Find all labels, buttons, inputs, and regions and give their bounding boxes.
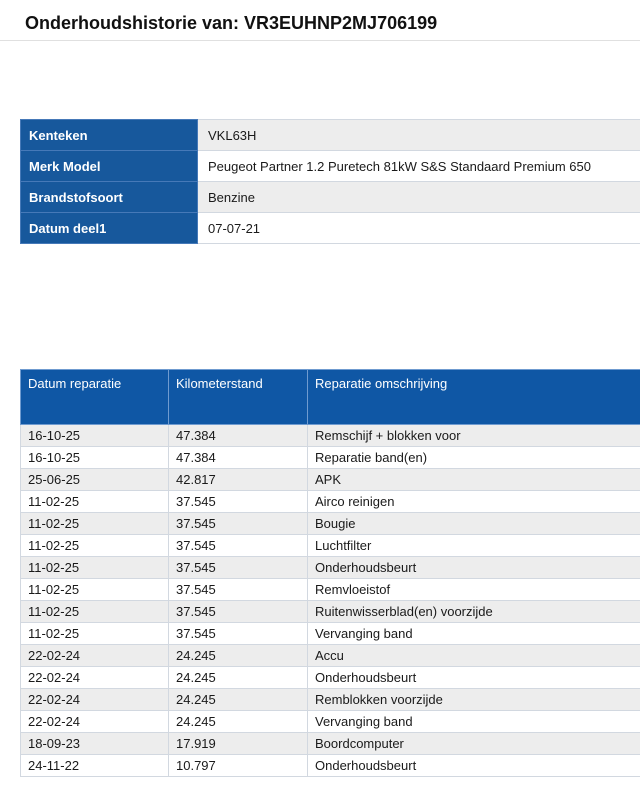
odometer-cell: 10.797 [168,754,308,777]
repair-date-cell: 22-02-24 [20,710,169,733]
repair-description-cell: Vervanging band [307,622,640,645]
vehicle-info-value: 07-07-21 [197,212,640,244]
vehicle-info-label: Brandstofsoort [20,181,198,213]
maintenance-row: 11-02-25 37.545 Airco reinigen [20,490,640,513]
odometer-cell: 24.245 [168,644,308,667]
odometer-cell: 24.245 [168,710,308,733]
column-header: Reparatie omschrijving [307,369,640,425]
repair-description-cell: Remschijf + blokken voor [307,424,640,447]
repair-date-cell: 22-02-24 [20,644,169,667]
maintenance-row: 22-02-24 24.245 Vervanging band [20,710,640,733]
repair-description-cell: Onderhoudsbeurt [307,666,640,689]
odometer-cell: 42.817 [168,468,308,491]
vehicle-info-value: Peugeot Partner 1.2 Puretech 81kW S&S St… [197,150,640,182]
repair-description-cell: Boordcomputer [307,732,640,755]
maintenance-row: 22-02-24 24.245 Onderhoudsbeurt [20,666,640,689]
odometer-cell: 37.545 [168,600,308,623]
repair-description-cell: APK [307,468,640,491]
odometer-cell: 37.545 [168,578,308,601]
repair-date-cell: 22-02-24 [20,688,169,711]
vehicle-info-label: Merk Model [20,150,198,182]
odometer-cell: 47.384 [168,446,308,469]
odometer-cell: 37.545 [168,622,308,645]
maintenance-row: 11-02-25 37.545 Vervanging band [20,622,640,645]
maintenance-row: 16-10-25 47.384 Remschijf + blokken voor [20,424,640,447]
repair-date-cell: 18-09-23 [20,732,169,755]
maintenance-row: 25-06-25 42.817 APK [20,468,640,491]
maintenance-row: 16-10-25 47.384 Reparatie band(en) [20,446,640,469]
vehicle-info-label: Datum deel1 [20,212,198,244]
vehicle-info-row: Merk Model Peugeot Partner 1.2 Puretech 8… [20,150,640,182]
maintenance-history-table: Datum reparatie Kilometerstand Reparatie o… [20,369,640,777]
repair-date-cell: 11-02-25 [20,556,169,579]
repair-description-cell: Airco reinigen [307,490,640,513]
odometer-cell: 47.384 [168,424,308,447]
vehicle-info-row: Datum deel1 07-07-21 [20,212,640,244]
repair-date-cell: 25-06-25 [20,468,169,491]
maintenance-row: 24-11-22 10.797 Onderhoudsbeurt [20,754,640,777]
repair-description-cell: Bougie [307,512,640,535]
column-header: Kilometerstand [168,369,308,425]
repair-description-cell: Accu [307,644,640,667]
vehicle-info-value: Benzine [197,181,640,213]
vehicle-info-value: VKL63H [197,119,640,151]
maintenance-row: 11-02-25 37.545 Onderhoudsbeurt [20,556,640,579]
odometer-cell: 37.545 [168,556,308,579]
odometer-cell: 17.919 [168,732,308,755]
history-header-row: Datum reparatie Kilometerstand Reparatie o… [20,369,640,425]
repair-description-cell: Ruitenwisserblad(en) voorzijde [307,600,640,623]
column-header: Datum reparatie [20,369,169,425]
repair-description-cell: Remvloeistof [307,578,640,601]
page-title: Onderhoudshistorie van: VR3EUHNP2MJ70619… [0,0,640,41]
repair-date-cell: 24-11-22 [20,754,169,777]
repair-date-cell: 16-10-25 [20,446,169,469]
repair-date-cell: 11-02-25 [20,622,169,645]
vehicle-info-row: Brandstofsoort Benzine [20,181,640,213]
repair-description-cell: Onderhoudsbeurt [307,754,640,777]
repair-date-cell: 11-02-25 [20,600,169,623]
odometer-cell: 37.545 [168,490,308,513]
repair-description-cell: Vervanging band [307,710,640,733]
repair-description-cell: Reparatie band(en) [307,446,640,469]
repair-date-cell: 16-10-25 [20,424,169,447]
repair-date-cell: 11-02-25 [20,490,169,513]
repair-description-cell: Onderhoudsbeurt [307,556,640,579]
odometer-cell: 24.245 [168,666,308,689]
maintenance-row: 11-02-25 37.545 Luchtfilter [20,534,640,557]
vehicle-info-table: Kenteken VKL63H Merk Model Peugeot Partner … [20,119,640,244]
maintenance-row: 11-02-25 37.545 Remvloeistof [20,578,640,601]
maintenance-row: 11-02-25 37.545 Bougie [20,512,640,535]
repair-description-cell: Remblokken voorzijde [307,688,640,711]
repair-date-cell: 11-02-25 [20,512,169,535]
maintenance-row: 18-09-23 17.919 Boordcomputer [20,732,640,755]
maintenance-row: 11-02-25 37.545 Ruitenwisserblad(en) voorz… [20,600,640,623]
maintenance-row: 22-02-24 24.245 Accu [20,644,640,667]
odometer-cell: 24.245 [168,688,308,711]
odometer-cell: 37.545 [168,512,308,535]
odometer-cell: 37.545 [168,534,308,557]
vehicle-info-row: Kenteken VKL63H [20,119,640,151]
vehicle-info-label: Kenteken [20,119,198,151]
maintenance-row: 22-02-24 24.245 Remblokken voorzijde [20,688,640,711]
repair-description-cell: Luchtfilter [307,534,640,557]
repair-date-cell: 11-02-25 [20,578,169,601]
repair-date-cell: 22-02-24 [20,666,169,689]
repair-date-cell: 11-02-25 [20,534,169,557]
